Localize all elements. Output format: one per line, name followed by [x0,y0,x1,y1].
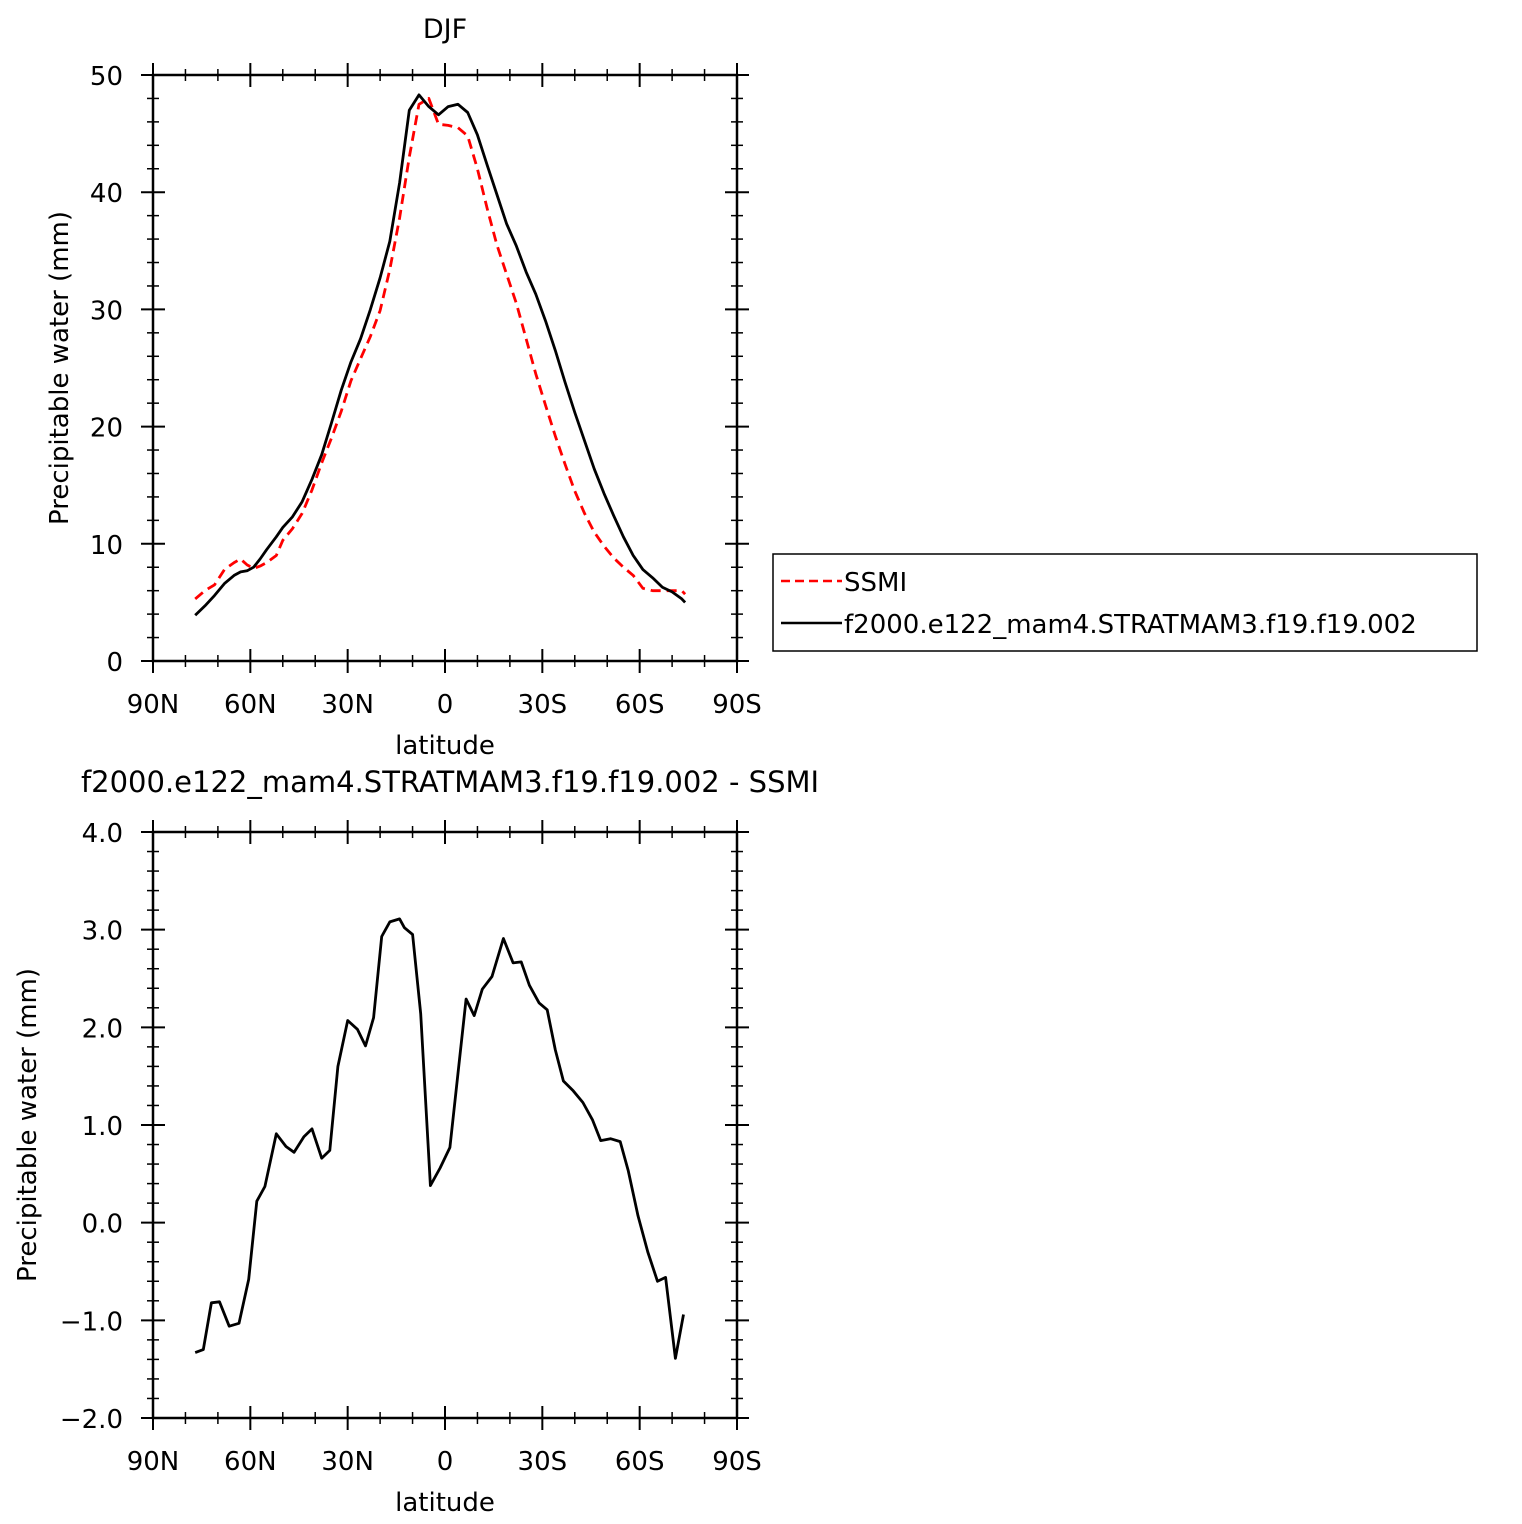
bottom-x-axis-label: latitude [395,1488,495,1518]
x-tick-label: 0 [437,690,454,720]
bottom-chart-title: f2000.e122_mam4.STRATMAM3.f19.f19.002 - … [81,765,819,799]
legend: SSMI f2000.e122_mam4.STRATMAM3.f19.f19.0… [772,553,1478,652]
y-tick-label: 4.0 [82,819,123,849]
x-tick-label: 90S [712,1447,762,1477]
plot-frame [151,830,739,1420]
legend-ssmi-label: SSMI [844,568,907,598]
x-tick-label: 30N [321,1447,374,1477]
x-tick-label: 30N [321,690,374,720]
x-tick-label: 60S [615,1447,665,1477]
y-tick-label: 10 [90,531,123,561]
x-tick-label: 0 [437,1447,454,1477]
y-tick-label: 0 [106,648,123,678]
y-tick-label: 30 [90,296,123,326]
top-x-axis-label: latitude [395,731,495,761]
ssmi-line-0-0 [194,97,687,600]
bottom-axes: 90N 60N 30N 0 30S 60S 90S −2.0 −1.0 0.0 1.0 2.0 3.0 4… [60,819,762,1477]
y-tick-label: −2.0 [60,1405,123,1435]
bottom-panel: f2000.e122_mam4.STRATMAM3.f19.f19.002 - … [13,765,819,1518]
top-panel: DJF Precipitable water (mm) latitude 90N… [45,14,762,761]
y-tick-label: 0.0 [82,1210,123,1240]
top-chart-title: DJF [423,14,467,45]
y-tick-label: 2.0 [82,1014,123,1044]
x-tick-label: 30S [518,690,568,720]
y-tick-label: 20 [90,414,123,444]
y-tick-label: 3.0 [82,917,123,947]
bottom-y-axis-label: Precipitable water (mm) [13,968,43,1282]
y-tick-label: 50 [90,62,123,92]
x-tick-label: 60N [224,1447,277,1477]
top-y-axis-label: Precipitable water (mm) [45,211,75,525]
x-tick-label: 30S [518,1447,568,1477]
legend-model-label: f2000.e122_mam4.STRATMAM3.f19.f19.002 [844,610,1417,640]
model-line-1-0 [194,917,685,1360]
top-axes: 90N 60N 30N 0 30S 60S 90S 0 10 20 30 40 50 [90,62,762,720]
top-series-lines [194,93,687,617]
y-tick-label: 40 [90,179,123,209]
x-tick-label: 90N [127,690,180,720]
y-tick-label: −1.0 [60,1307,123,1337]
x-tick-label: 90S [712,690,762,720]
legend-box [772,553,1478,652]
bottom-series-lines [194,917,685,1360]
model-line-0-1 [194,93,687,617]
x-tick-label: 60S [615,690,665,720]
x-tick-label: 90N [127,1447,180,1477]
x-tick-label: 60N [224,690,277,720]
y-tick-label: 1.0 [82,1112,123,1142]
